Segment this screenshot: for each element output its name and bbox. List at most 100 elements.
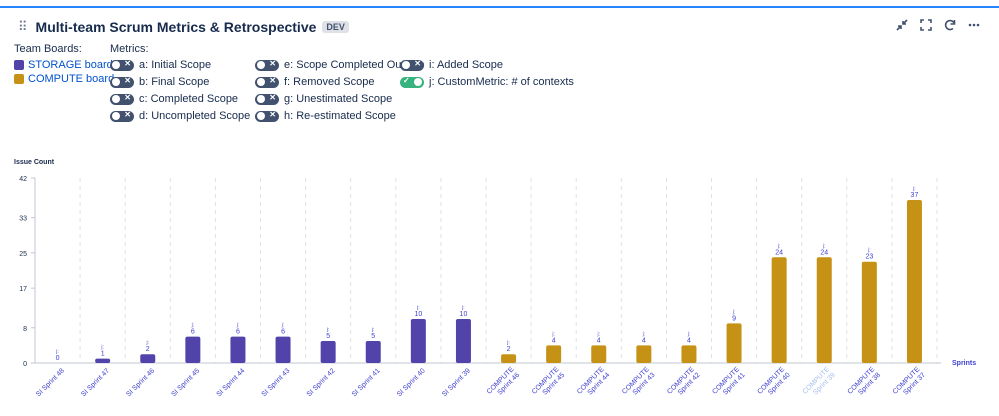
bar-value-label-2: 2	[146, 346, 150, 353]
team-boards-legend: Team Boards: STORAGE board COMPUTE board	[14, 43, 114, 86]
x-tick-text-1-0: SI Sprint 47	[80, 367, 111, 398]
bar-marker-17: j:	[822, 243, 826, 249]
metric-j-label: j: CustomMetric: # of contexts	[429, 76, 574, 88]
metric-d-label: d: Uncompleted Scope	[139, 110, 251, 122]
bar-marker-6: j:	[326, 327, 330, 333]
x-tick-text-9-0: SI Sprint 39	[441, 367, 472, 398]
y-axis-label: Issue Count	[14, 159, 55, 166]
bar-marker-11: j:	[551, 331, 555, 337]
bar-5	[275, 336, 291, 363]
bar-marker-12: j:	[597, 331, 601, 337]
metric-c[interactable]: ✕ c: Completed Scope	[110, 92, 238, 106]
x-tick-label-4[interactable]: SI Sprint 44	[216, 367, 247, 398]
metric-g[interactable]: ✕ g: Unestimated Scope	[255, 92, 392, 106]
y-tick-label-2: 17	[19, 286, 27, 293]
metric-g-label: g: Unestimated Scope	[284, 93, 393, 105]
x-tick-label-3[interactable]: SI Sprint 45	[170, 367, 201, 398]
metric-f[interactable]: ✕ f: Removed Scope	[255, 75, 375, 89]
toggle-metric-c[interactable]: ✕	[110, 93, 134, 105]
shrink-icon[interactable]	[895, 18, 909, 32]
bar-value-label-8: 10	[414, 311, 422, 318]
more-icon[interactable]	[967, 18, 981, 32]
metrics-panel: Metrics: ✕ a: Initial Scope ✕ b: Final Sco…	[110, 43, 574, 128]
x-tick-label-0[interactable]: SI Sprint 48	[35, 367, 66, 398]
board-compute-label: COMPUTE board	[28, 73, 115, 85]
bar-8	[410, 318, 426, 363]
metric-h[interactable]: ✕ h: Re-estimated Scope	[255, 109, 396, 123]
refresh-icon[interactable]	[943, 18, 957, 32]
toggle-metric-i[interactable]: ✕	[400, 59, 424, 71]
bar-12	[591, 345, 607, 363]
metric-a-label: a: Initial Scope	[139, 59, 212, 71]
bar-value-label-13: 4	[642, 337, 646, 344]
bar-marker-4: j:	[236, 323, 240, 329]
toggle-metric-j[interactable]: ✓	[400, 76, 424, 88]
x-tick-label-5[interactable]: SI Sprint 43	[261, 367, 292, 398]
x-tick-label-9[interactable]: SI Sprint 39	[441, 367, 472, 398]
x-tick-label-8[interactable]: SI Sprint 40	[396, 367, 427, 398]
x-tick-label-1[interactable]: SI Sprint 47	[80, 367, 111, 398]
board-storage[interactable]: STORAGE board	[14, 58, 114, 72]
team-boards-label: Team Boards:	[14, 43, 82, 55]
metric-i[interactable]: ✕ i: Added Scope	[400, 58, 503, 72]
bar-6	[320, 340, 336, 363]
bar-3	[185, 336, 201, 363]
metric-e[interactable]: ✕ e: Scope Completed Outside	[255, 58, 425, 72]
x-tick-text-8-0: SI Sprint 40	[396, 367, 427, 398]
board-storage-label: STORAGE board	[28, 59, 113, 71]
bar-17	[816, 257, 832, 363]
y-tick-label-0: 0	[23, 361, 27, 368]
bar-marker-16: j:	[777, 243, 781, 249]
toggle-metric-b[interactable]: ✕	[110, 76, 134, 88]
toggle-metric-g[interactable]: ✕	[255, 93, 279, 105]
y-tick-label-4: 33	[19, 216, 27, 223]
metric-b[interactable]: ✕ b: Final Scope	[110, 75, 209, 89]
bar-marker-15: j:	[732, 309, 736, 315]
board-compute[interactable]: COMPUTE board	[14, 72, 114, 86]
top-accent-line	[0, 6, 999, 8]
x-tick-label-7[interactable]: SI Sprint 41	[351, 367, 382, 398]
gadget-header: ⠿ Multi-team Scrum Metrics & Retrospecti…	[18, 18, 349, 36]
bar-11	[546, 345, 562, 363]
metric-a[interactable]: ✕ a: Initial Scope	[110, 58, 211, 72]
fullscreen-icon[interactable]	[919, 18, 933, 32]
x-tick-text-6-0: SI Sprint 42	[306, 367, 337, 398]
bar-value-label-7: 5	[371, 333, 375, 340]
drag-handle-icon[interactable]: ⠿	[18, 19, 27, 34]
bar-15	[726, 323, 742, 363]
metric-j[interactable]: ✓ j: CustomMetric: # of contexts	[400, 75, 574, 89]
toggle-metric-d[interactable]: ✕	[110, 110, 134, 122]
y-tick-label-3: 25	[19, 251, 27, 258]
gadget-title: Multi-team Scrum Metrics & Retrospective	[35, 19, 317, 35]
bar-value-label-6: 5	[326, 333, 330, 340]
metric-e-label: e: Scope Completed Outside	[284, 59, 425, 71]
toggle-metric-e[interactable]: ✕	[255, 59, 279, 71]
bar-value-label-5: 6	[281, 329, 285, 336]
bar-1	[95, 358, 111, 363]
bar-value-label-17: 24	[820, 249, 828, 256]
bar-value-label-9: 10	[460, 311, 468, 318]
metric-d[interactable]: ✕ d: Uncompleted Scope	[110, 109, 250, 123]
x-tick-label-2[interactable]: SI Sprint 46	[125, 367, 156, 398]
bar-7	[365, 340, 381, 363]
bar-marker-18: j:	[867, 248, 871, 254]
bar-10	[501, 354, 517, 363]
toggle-metric-a[interactable]: ✕	[110, 59, 134, 71]
toggle-metric-f[interactable]: ✕	[255, 76, 279, 88]
toggle-metric-h[interactable]: ✕	[255, 110, 279, 122]
metric-b-label: b: Final Scope	[139, 76, 210, 88]
x-tick-text-3-0: SI Sprint 45	[170, 367, 201, 398]
x-tick-text-2-0: SI Sprint 46	[125, 367, 156, 398]
x-tick-label-6[interactable]: SI Sprint 42	[306, 367, 337, 398]
